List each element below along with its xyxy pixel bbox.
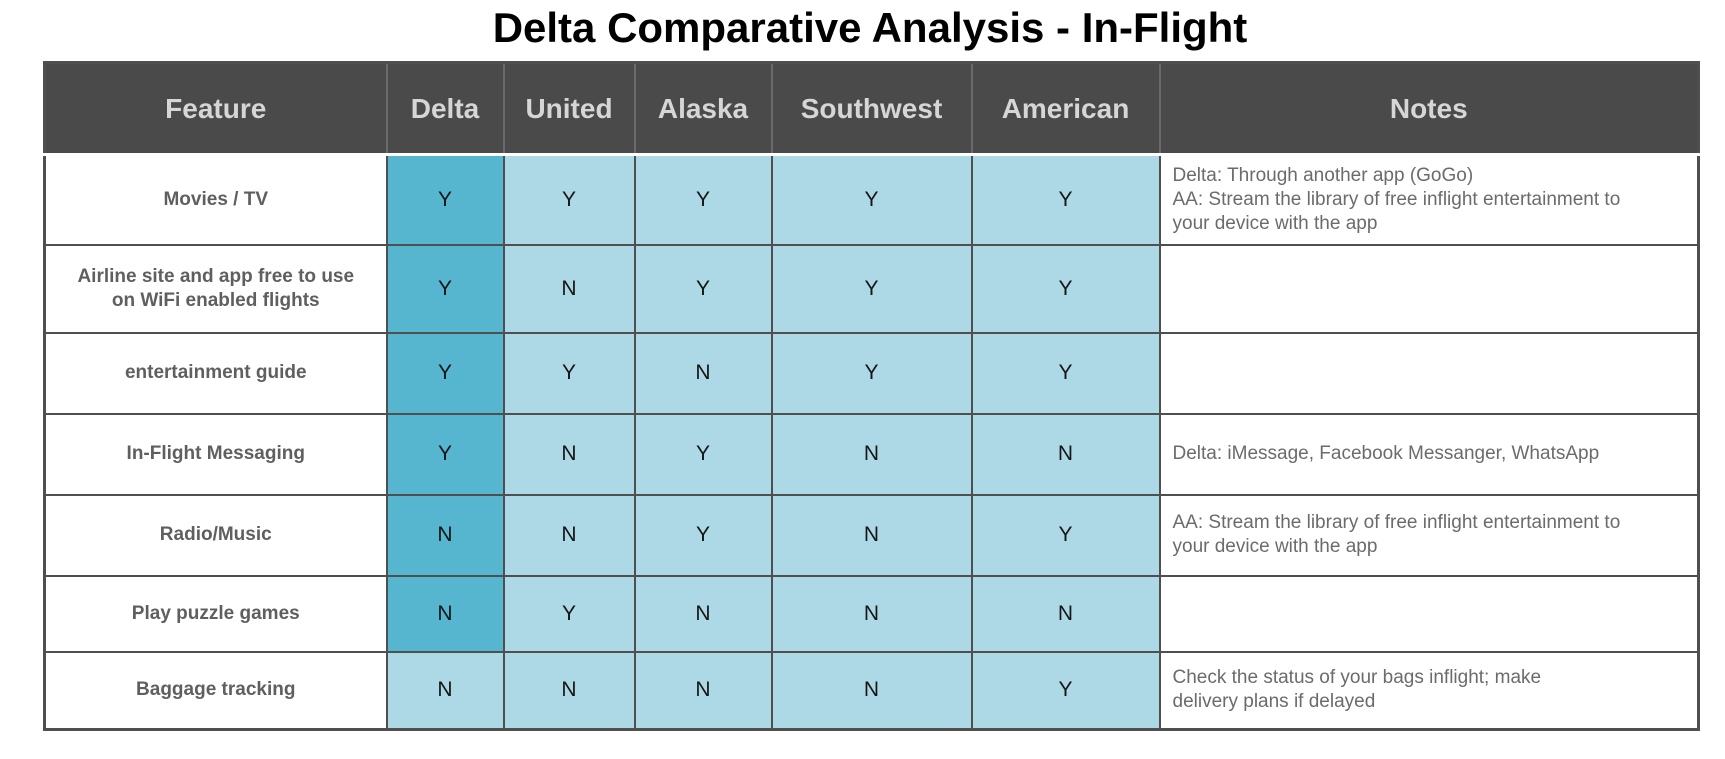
- yn-cell-american: Y: [970, 243, 1161, 334]
- yn-cell-southwest: Y: [770, 331, 973, 415]
- yn-cell-southwest: Y: [770, 153, 973, 246]
- feature-cell: In-Flight Messaging: [43, 412, 388, 496]
- yn-cell-united: N: [502, 650, 636, 731]
- table-row-radio-music: Radio/Music N N Y N Y AA: Stream the lib…: [43, 493, 1700, 577]
- yn-cell-alaska: N: [633, 574, 773, 653]
- yn-cell-alaska: Y: [633, 412, 773, 496]
- notes-cell: [1158, 574, 1700, 653]
- column-header-notes: Notes: [1158, 62, 1699, 156]
- yn-cell-alaska: N: [633, 331, 773, 415]
- table-row-movies-tv: Movies / TV Y Y Y Y Y Delta: Through ano…: [43, 153, 1700, 246]
- yn-cell-delta: N: [385, 574, 505, 653]
- column-header-feature: Feature: [44, 62, 387, 156]
- column-header-alaska: Alaska: [633, 62, 772, 156]
- column-header-delta: Delta: [385, 62, 504, 156]
- yn-cell-southwest: N: [770, 574, 973, 653]
- yn-cell-southwest: Y: [770, 243, 973, 334]
- notes-cell: Check the status of your bags inflight; …: [1158, 650, 1700, 731]
- yn-cell-united: N: [502, 493, 636, 577]
- yn-cell-southwest: N: [770, 412, 973, 496]
- column-header-american: American: [970, 62, 1160, 156]
- yn-cell-united: Y: [502, 331, 636, 415]
- yn-cell-alaska: Y: [633, 153, 773, 246]
- feature-cell: entertainment guide: [43, 331, 388, 415]
- feature-cell: Movies / TV: [43, 153, 388, 246]
- yn-cell-alaska: Y: [633, 243, 773, 334]
- notes-cell: Delta: Through another app (GoGo) AA: St…: [1158, 153, 1700, 246]
- table-row-baggage-tracking: Baggage tracking N N N N Y Check the sta…: [43, 650, 1700, 731]
- yn-cell-united: Y: [502, 153, 636, 246]
- yn-cell-alaska: Y: [633, 493, 773, 577]
- page-title: Delta Comparative Analysis - In-Flight: [492, 4, 1248, 51]
- yn-cell-delta: Y: [385, 153, 505, 246]
- table-row-inflight-messaging: In-Flight Messaging Y N Y N N Delta: iMe…: [43, 412, 1700, 496]
- table-row-airline-site-wifi: Airline site and app free to use on WiFi…: [43, 243, 1700, 334]
- feature-cell: Play puzzle games: [43, 574, 388, 653]
- yn-cell-united: Y: [502, 574, 636, 653]
- yn-cell-southwest: N: [770, 493, 973, 577]
- header-row: Feature Delta United Alaska Southwest Am…: [44, 62, 1699, 156]
- yn-cell-delta: N: [385, 650, 505, 731]
- yn-cell-american: Y: [970, 493, 1161, 577]
- comparison-table: Feature Delta United Alaska Southwest Am…: [43, 61, 1700, 731]
- notes-cell: [1158, 331, 1700, 415]
- table-row-play-puzzle-games: Play puzzle games N Y N N N: [43, 574, 1700, 653]
- column-header-southwest: Southwest: [770, 62, 972, 156]
- notes-cell: Delta: iMessage, Facebook Messanger, Wha…: [1158, 412, 1700, 496]
- yn-cell-alaska: N: [633, 650, 773, 731]
- feature-cell: Radio/Music: [43, 493, 388, 577]
- yn-cell-delta: Y: [385, 412, 505, 496]
- yn-cell-southwest: N: [770, 650, 973, 731]
- feature-cell: Airline site and app free to use on WiFi…: [43, 243, 388, 334]
- yn-cell-united: N: [502, 412, 636, 496]
- yn-cell-american: Y: [970, 153, 1161, 246]
- notes-cell: [1158, 243, 1700, 334]
- yn-cell-delta: Y: [385, 243, 505, 334]
- yn-cell-american: N: [970, 412, 1161, 496]
- table-row-entertainment-guide: entertainment guide Y Y N Y Y: [43, 331, 1700, 415]
- yn-cell-american: N: [970, 574, 1161, 653]
- column-header-united: United: [502, 62, 635, 156]
- yn-cell-american: Y: [970, 650, 1161, 731]
- yn-cell-united: N: [502, 243, 636, 334]
- yn-cell-american: Y: [970, 331, 1161, 415]
- yn-cell-delta: Y: [385, 331, 505, 415]
- yn-cell-delta: N: [385, 493, 505, 577]
- notes-cell: AA: Stream the library of free inflight …: [1158, 493, 1700, 577]
- feature-cell: Baggage tracking: [43, 650, 388, 731]
